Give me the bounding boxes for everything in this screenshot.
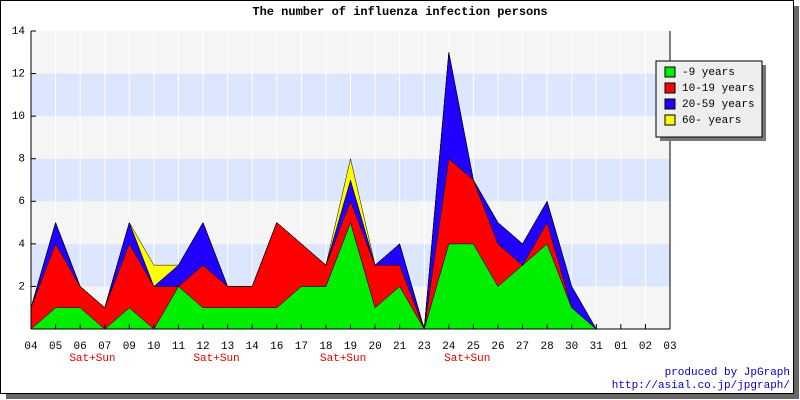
x-tick-label: 30 [565,341,578,353]
x-tick-label: 14 [246,341,260,353]
x-tick-label: 05 [49,341,62,353]
y-tick-label: 4 [18,239,25,251]
legend-swatch [664,82,676,94]
x-tick-label: 10 [147,341,160,353]
x-tick-label: 25 [467,341,480,353]
x-tick-label: 31 [590,341,604,353]
legend-label: -9 years [682,67,735,79]
y-tick-label: 2 [18,281,25,293]
x-tick-label: 11 [172,341,186,353]
footer-text: produced by JpGraph [665,367,790,379]
x-tick-label: 03 [663,341,676,353]
x-tick-label: 20 [368,341,381,353]
x-tick-label: 02 [639,341,652,353]
footer-text: http://asial.co.jp/jpgraph/ [612,380,790,392]
annotation: Sat+Sun [444,353,490,365]
legend-label: 60- years [682,115,741,127]
x-tick-label: 27 [516,341,529,353]
annotation: Sat+Sun [320,353,366,365]
annotation: Sat+Sun [69,353,115,365]
frame-shadow [794,6,799,398]
x-tick-label: 19 [344,341,357,353]
legend-swatch [664,98,676,110]
legend-swatch [664,114,676,126]
x-tick-label: 21 [393,341,407,353]
x-tick-label: 12 [196,341,209,353]
legend-label: 10-19 years [682,83,755,95]
x-tick-label: 07 [98,341,111,353]
y-tick-label: 14 [12,26,26,38]
frame-shadow [6,394,799,399]
legend-swatch [664,66,676,78]
x-tick-label: 28 [541,341,554,353]
x-tick-label: 16 [270,341,283,353]
annotation: Sat+Sun [193,353,239,365]
x-tick-label: 17 [295,341,308,353]
y-tick-label: 12 [12,68,25,80]
x-tick-label: 23 [418,341,431,353]
x-tick-label: 04 [24,341,38,353]
legend-label: 20-59 years [682,99,755,111]
y-tick-label: 6 [18,196,25,208]
x-tick-label: 26 [491,341,504,353]
chart-title: The number of influenza infection person… [252,5,547,19]
x-tick-label: 06 [74,341,87,353]
x-tick-label: 01 [614,341,628,353]
x-tick-label: 13 [221,341,234,353]
y-tick-label: 8 [18,154,25,166]
y-tick-label: 10 [12,111,25,123]
x-tick-label: 24 [442,341,456,353]
x-tick-label: 18 [319,341,332,353]
x-tick-label: 09 [123,341,136,353]
